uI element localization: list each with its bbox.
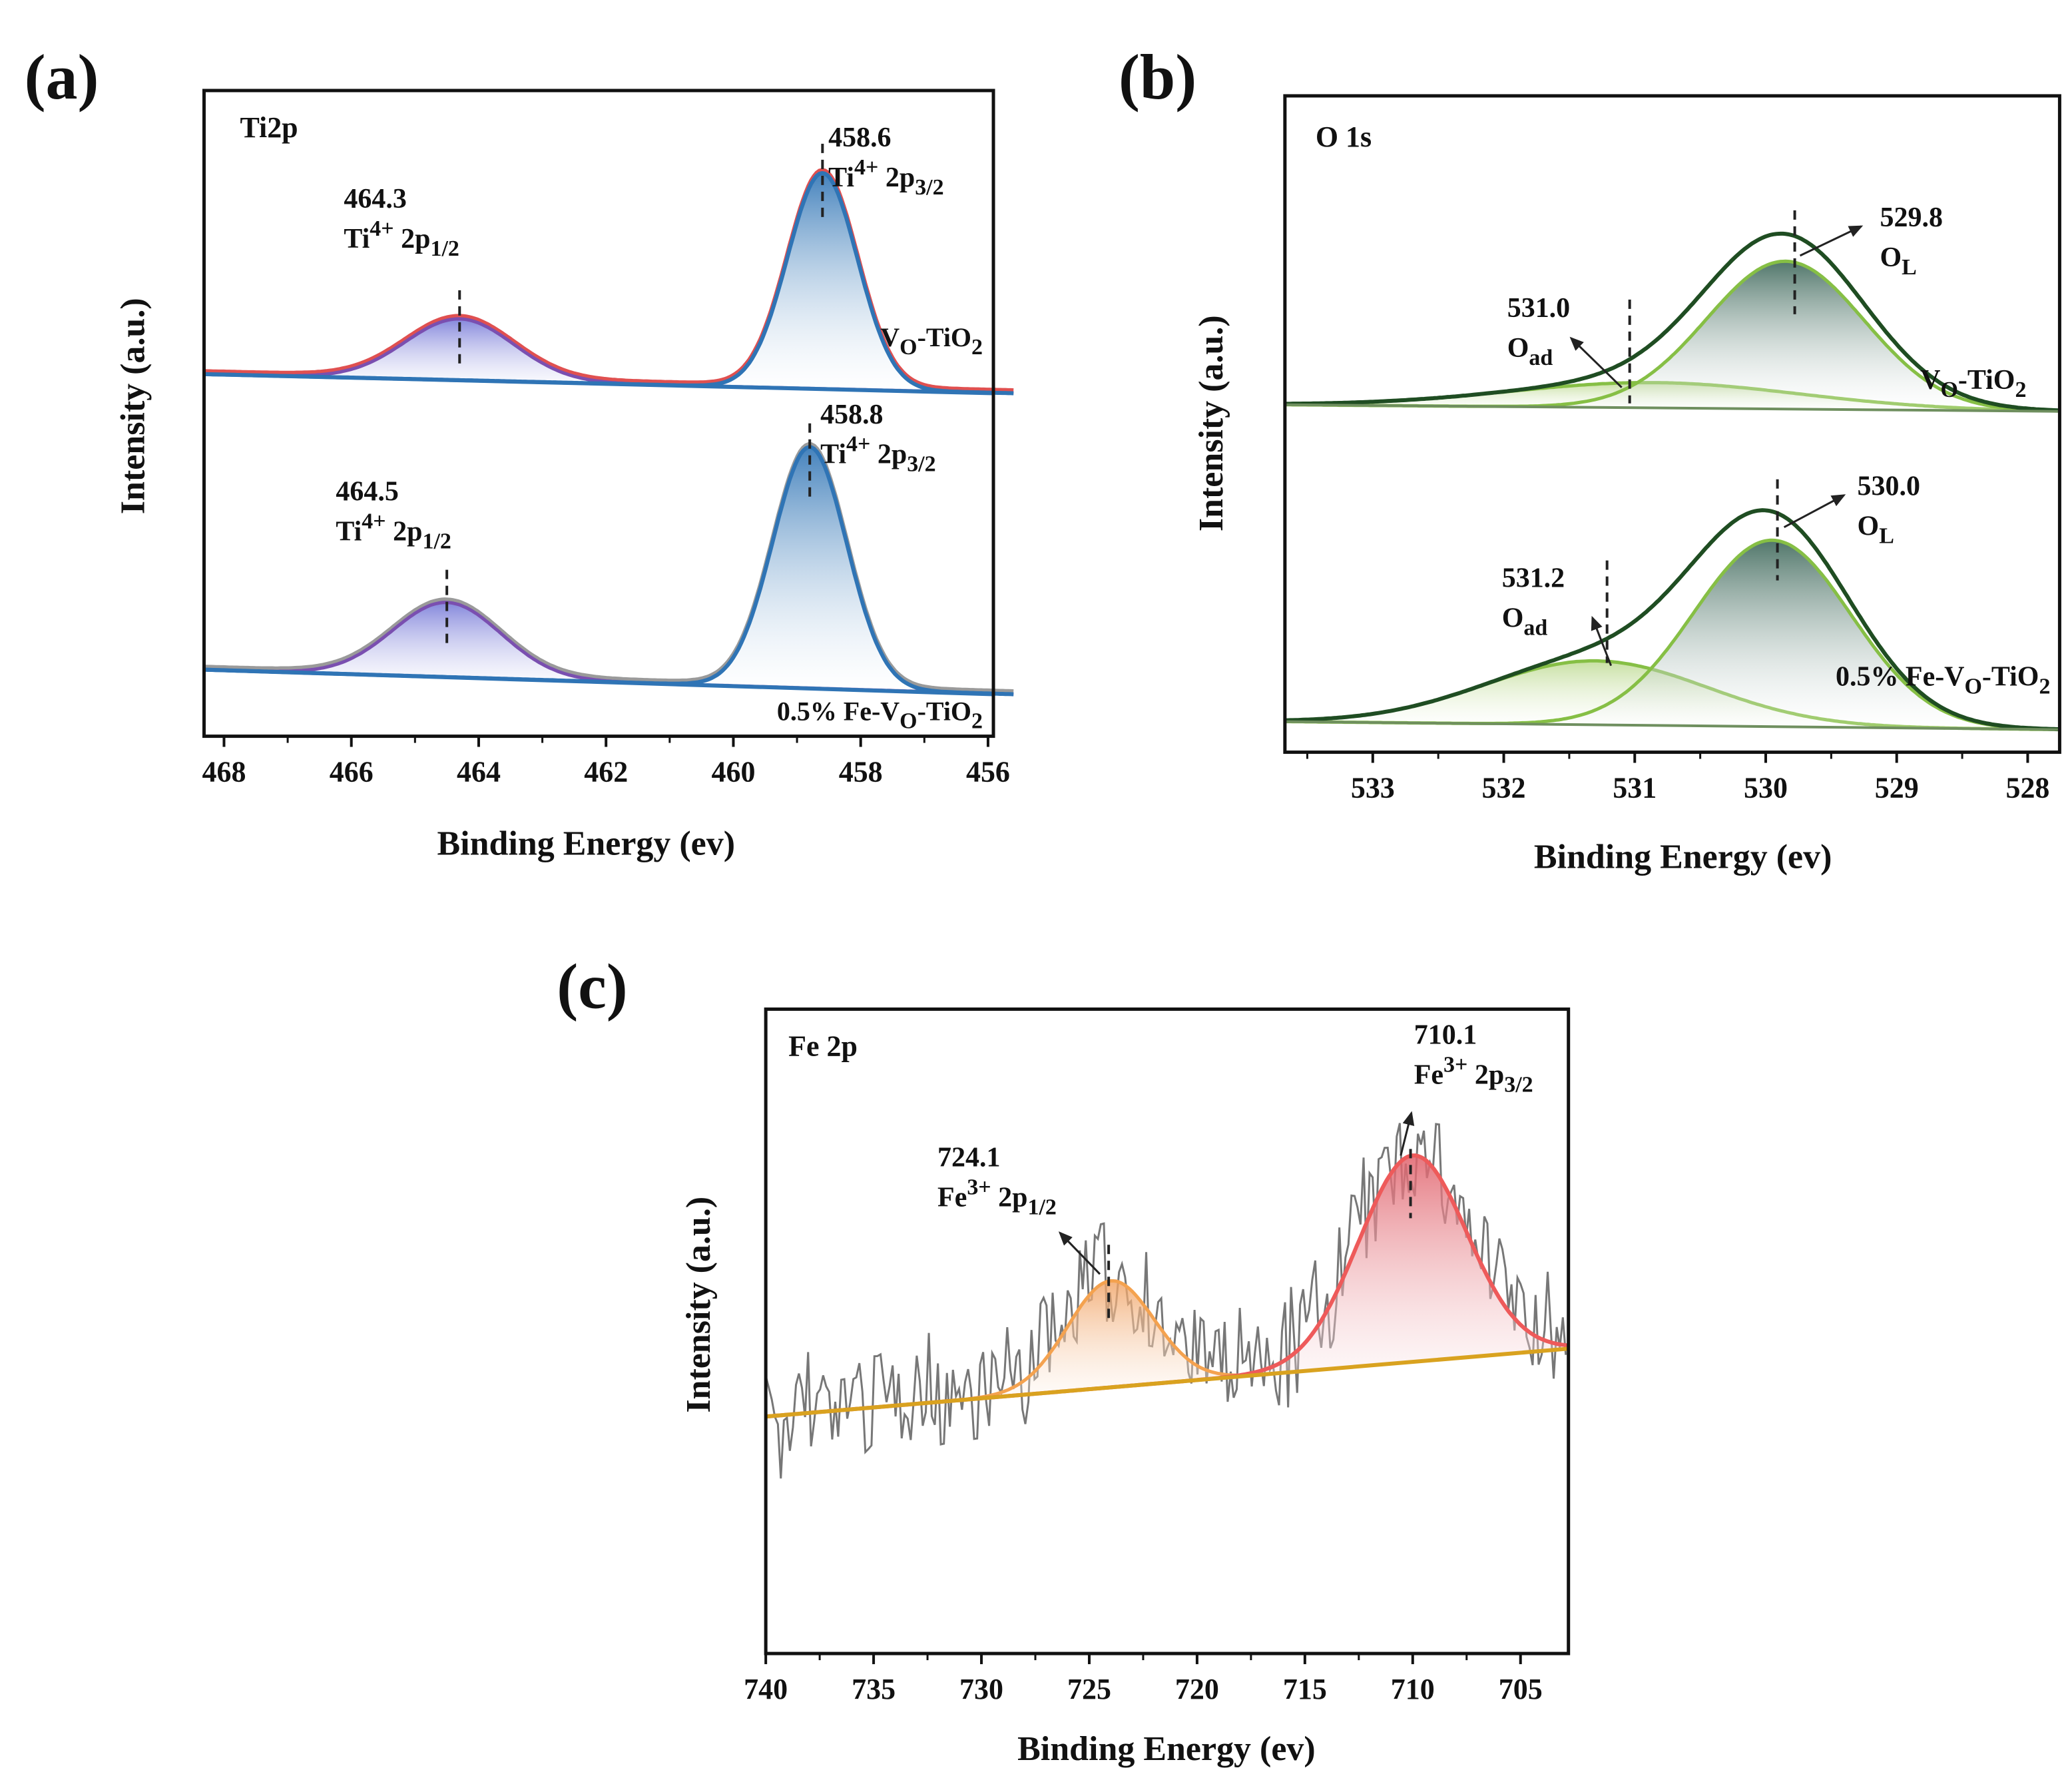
annotation-arrow (1058, 1231, 1101, 1275)
ti-2p32-fit-curve (204, 170, 1014, 396)
panel-title: O 1s (1316, 121, 1372, 153)
peak-assignment-label: Ti4+ 2p3/2 (828, 155, 944, 200)
plot-frame (764, 1007, 1571, 1655)
annotation-arrow (1783, 494, 1846, 529)
ti-2p32-fit-curve-fill (204, 447, 1014, 695)
peak-assignment-label: OL (1880, 242, 1917, 280)
background-line (1284, 403, 2060, 413)
y-axis-label: Intensity (a.u.) (680, 1197, 718, 1413)
peak-value-label: 531.0 (1507, 293, 1570, 324)
tick-label: 529 (1875, 772, 1919, 804)
tick-label: 530 (1744, 772, 1788, 804)
envelope-curve (204, 442, 1014, 695)
peak-assignment-label: Ti4+ 2p1/2 (336, 509, 451, 554)
ti-2p32-fit-curve (204, 445, 1014, 697)
plot-area (764, 1123, 1569, 1479)
x-axis-label: Binding Energy (ev) (437, 825, 735, 863)
tick-label: 532 (1482, 772, 1526, 804)
panel-a-ti2p: 468 466 464 462 460 458 456 Ti2p Binding Energ… (115, 89, 1014, 863)
y-axis-label: Intensity (a.u.) (1192, 315, 1230, 531)
peak-value-label: 458.8 (820, 400, 883, 430)
background-line (204, 667, 994, 697)
envelope-curve (1285, 508, 2059, 731)
tick-label: 458 (839, 756, 883, 788)
tick-label: 460 (711, 756, 755, 788)
x-axis-ticks: 468 466 464 462 460 458 456 (202, 736, 1010, 788)
plot-area (1284, 231, 2060, 732)
x-axis-label: Binding Energy (ev) (1017, 1730, 1316, 1768)
background-line (765, 1346, 1569, 1419)
peak-value-label: 464.3 (344, 184, 406, 214)
tick-label: 735 (852, 1673, 896, 1705)
tick-label: 705 (1499, 1673, 1543, 1705)
panel-b-letter: (b) (1119, 41, 1196, 113)
annotation-arrow (1591, 615, 1613, 667)
annotation-arrow (1400, 1111, 1415, 1156)
tick-label: 710 (1391, 1673, 1435, 1705)
tick-label: 730 (959, 1673, 1003, 1705)
sample-label: VO-TiO2 (880, 322, 983, 360)
ti-2p12-fit-curve-fill (204, 602, 1014, 695)
peak-value-label: 724.1 (937, 1142, 1000, 1173)
peak-assignment-label: Fe3+ 2p3/2 (1414, 1052, 1533, 1097)
plot-frame (1283, 94, 2061, 754)
peak-assignment-label: Ti4+ 2p3/2 (820, 432, 936, 477)
peak-assignment-label: Oad (1502, 603, 1548, 641)
ti-2p32-fit-curve-fill (204, 172, 1014, 394)
tick-label: 725 (1067, 1673, 1111, 1705)
o-lattice-fit-curve-fill (1285, 540, 2059, 730)
panel-b-o1s: 533 532 531 530 529 528 O 1s Binding Energy (… (1192, 94, 2061, 876)
envelope-curve (1285, 231, 2059, 413)
tick-label: 456 (966, 756, 1010, 788)
tick-label: 740 (744, 1673, 788, 1705)
panel-c-letter: (c) (557, 950, 628, 1022)
peak-value-label: 530.0 (1858, 471, 1920, 502)
panel-title: Fe 2p (788, 1030, 858, 1062)
x-axis-ticks: 533 532 531 530 529 528 (1306, 752, 2049, 804)
peak-assignment-label: Ti4+ 2p1/2 (344, 216, 459, 261)
peak-assignment-label: Fe3+ 2p1/2 (937, 1175, 1057, 1219)
peak-assignment-label: Oad (1507, 333, 1553, 370)
background-line (1284, 720, 2060, 731)
panel-a-letter: (a) (25, 41, 99, 113)
sample-label: 0.5% Fe-VO-TiO2 (777, 697, 983, 734)
peak-assignment-label: OL (1858, 511, 1894, 549)
ti-2p12-fit-curve-fill (204, 318, 1014, 394)
tick-label: 462 (584, 756, 628, 788)
tick-label: 528 (2005, 772, 2049, 804)
tick-label: 468 (202, 756, 246, 788)
peak-value-label: 458.6 (828, 123, 891, 153)
peak-value-label: 531.2 (1502, 563, 1565, 594)
panel-title: Ti2p (240, 111, 298, 144)
peak-value-label: 710.1 (1414, 1020, 1477, 1050)
x-axis-ticks: 740 735 730 725 720 715 710 705 (744, 1653, 1543, 1705)
sample-label: VO-TiO2 (1920, 365, 2026, 402)
plot-frame (202, 89, 995, 739)
background-line (204, 372, 994, 396)
tick-label: 531 (1613, 772, 1657, 804)
peak-value-label: 529.8 (1880, 202, 1943, 233)
annotation-arrow (1799, 225, 1864, 257)
x-axis-label: Binding Energy (ev) (1534, 838, 1832, 876)
tick-label: 533 (1351, 772, 1395, 804)
o-lattice-fit-curve-fill (1285, 261, 2059, 412)
fe-2p32-fit-curve-fill (766, 1155, 1568, 1417)
tick-label: 715 (1283, 1673, 1327, 1705)
tick-label: 720 (1175, 1673, 1219, 1705)
panel-c-fe2p: 740 735 730 725 720 715 710 705 Fe 2p Binding E… (680, 1007, 1571, 1768)
y-axis-label: Intensity (a.u.) (115, 298, 152, 514)
annotation-arrow (1569, 336, 1623, 388)
fe-2p12-fit-curve-fill (766, 1281, 1568, 1417)
tick-label: 466 (330, 756, 374, 788)
tick-label: 464 (457, 756, 501, 788)
plot-area (204, 168, 1014, 697)
peak-value-label: 464.5 (336, 477, 398, 507)
sample-label: 0.5% Fe-VO-TiO2 (1836, 662, 2050, 699)
